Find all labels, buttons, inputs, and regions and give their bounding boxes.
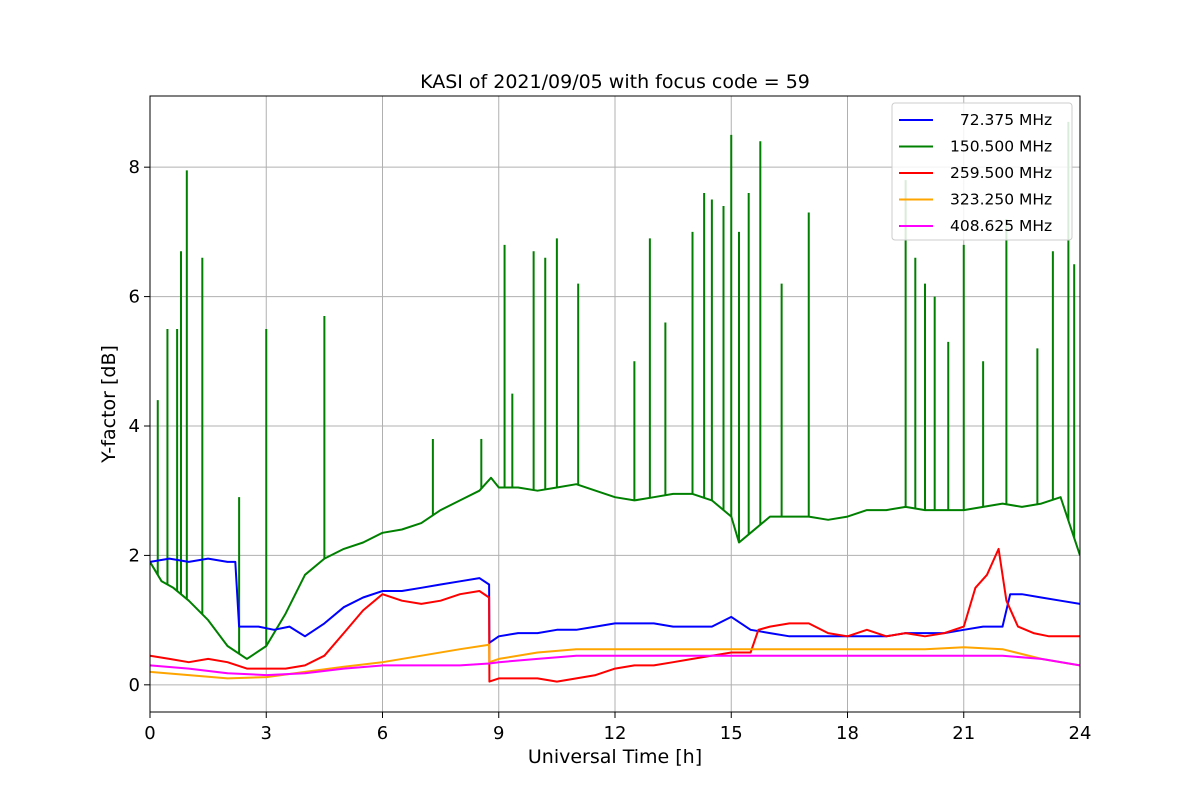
- x-tick-label: 12: [604, 723, 627, 744]
- x-axis-title: Universal Time [h]: [528, 746, 702, 768]
- x-tick-label: 0: [144, 723, 155, 744]
- x-tick-label: 21: [952, 723, 975, 744]
- series-layer: [150, 121, 1080, 683]
- x-tick-label: 24: [1069, 723, 1092, 744]
- x-tick-label: 9: [493, 723, 504, 744]
- x-tick-label: 3: [261, 723, 272, 744]
- legend-box: [891, 102, 1073, 241]
- y-axis-title: Y-factor [dB]: [98, 345, 120, 464]
- x-tick-label: 18: [836, 723, 859, 744]
- legend-label: 259.500 MHz: [950, 164, 1052, 182]
- chart-title: KASI of 2021/09/05 with focus code = 59: [420, 71, 810, 93]
- y-tick-label: 6: [129, 287, 140, 308]
- y-tick-label: 2: [129, 545, 140, 566]
- legend-label: 323.250 MHz: [950, 191, 1052, 209]
- x-tick-label: 15: [720, 723, 743, 744]
- y-tick-label: 0: [129, 675, 140, 696]
- x-tick-label: 6: [377, 723, 388, 744]
- y-tick-label: 8: [129, 157, 140, 178]
- series-line: [150, 547, 1080, 683]
- legend-label: 72.375 MHz: [950, 111, 1052, 129]
- series-line: [150, 654, 1080, 677]
- y-tick-label: 4: [129, 416, 140, 437]
- series-line: [150, 643, 1080, 680]
- legend-label: 408.625 MHz: [950, 217, 1052, 235]
- series-line: [150, 557, 1080, 644]
- legend-label: 150.500 MHz: [950, 138, 1052, 156]
- legend: 72.375 MHz 150.500 MHz 259.500 MHz 323.250 …: [891, 102, 1073, 241]
